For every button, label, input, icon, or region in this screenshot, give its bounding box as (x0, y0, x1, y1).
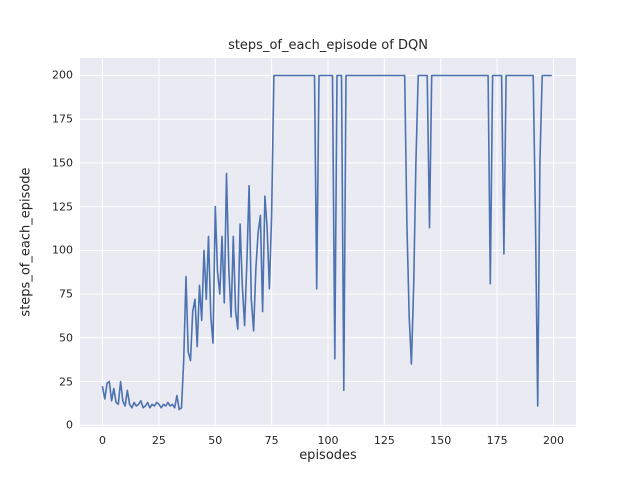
y-tick-label: 75 (59, 287, 73, 301)
y-tick-label: 25 (59, 375, 73, 389)
chart-title: steps_of_each_episode of DQN (228, 38, 428, 53)
x-tick-label: 100 (317, 434, 339, 447)
y-tick-label: 200 (52, 68, 73, 82)
x-tick-label: 200 (542, 434, 564, 447)
y-tick-label: 125 (52, 200, 73, 214)
x-tick-label: 125 (373, 434, 395, 447)
x-tick-label: 0 (99, 434, 107, 447)
y-tick-label: 50 (59, 331, 73, 345)
y-tick-label: 100 (52, 243, 73, 257)
x-tick-label: 75 (264, 434, 279, 447)
x-tick-label: 50 (208, 434, 223, 447)
x-tick-label: 175 (486, 434, 508, 447)
y-tick-label: 150 (52, 156, 73, 170)
x-tick-label: 25 (151, 434, 166, 447)
series-line (101, 74, 553, 411)
x-tick-label: 150 (430, 434, 452, 447)
x-axis-label: episodes (299, 448, 357, 463)
y-tick-label: 0 (66, 418, 73, 432)
y-tick-label: 175 (52, 112, 73, 126)
